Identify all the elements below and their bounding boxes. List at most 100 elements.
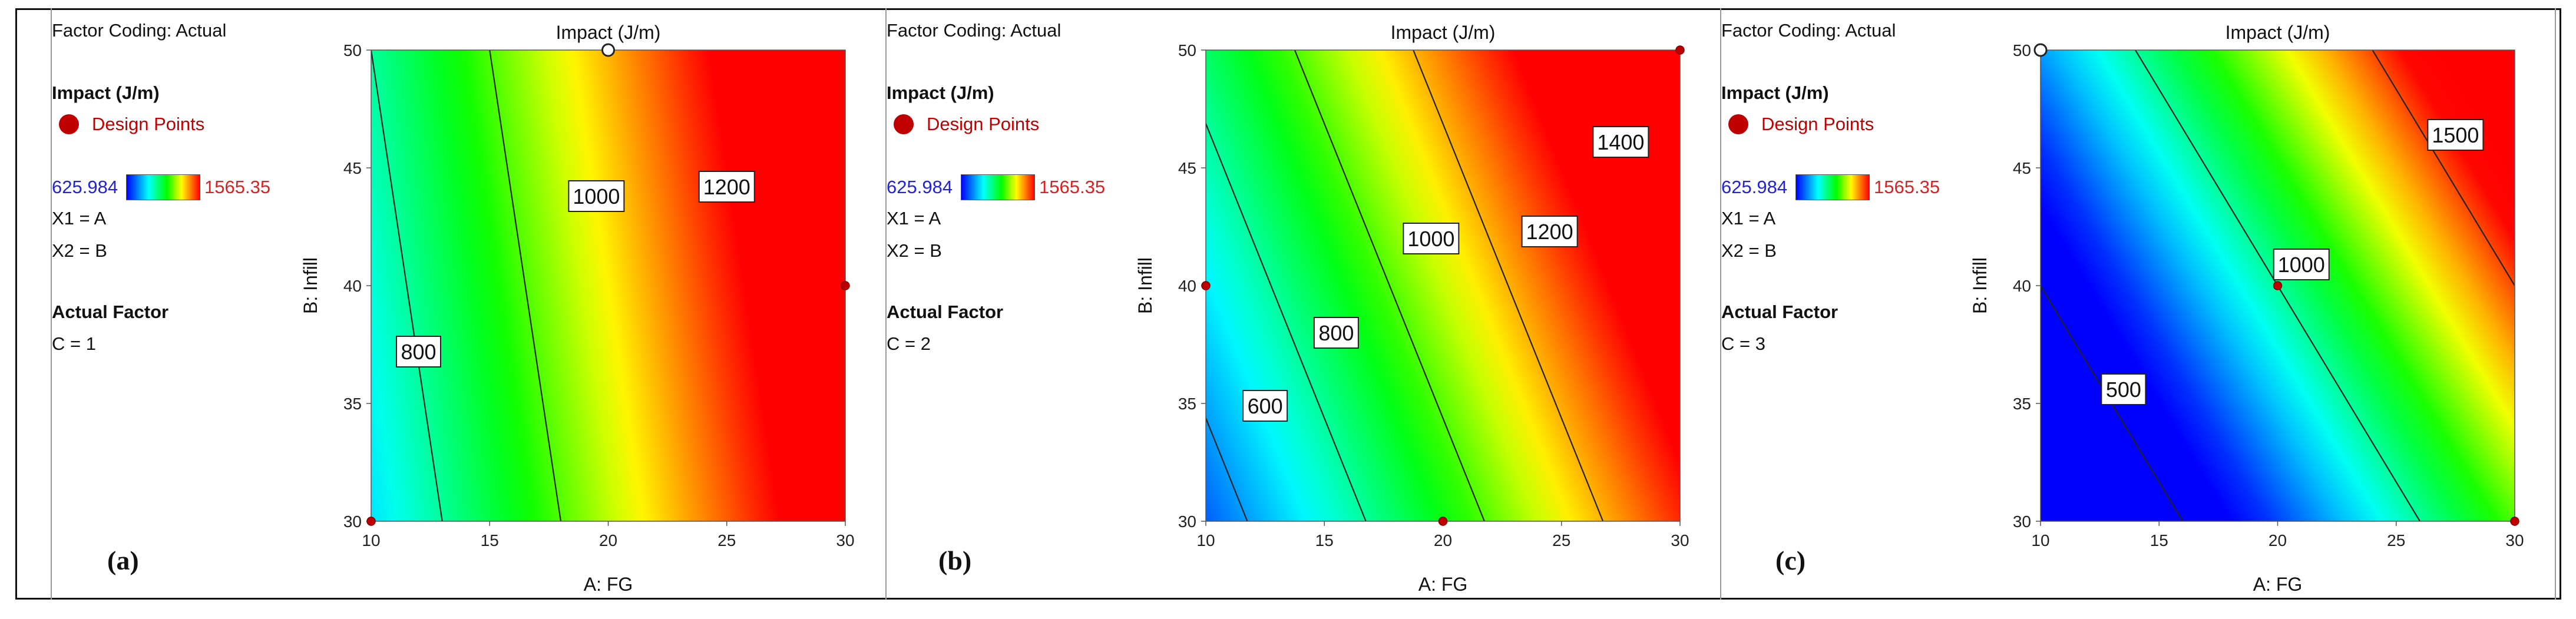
- contour-plot: 500 1000 1500 Impact (J/m) 10 15 20 25 30 30 35 40 4…: [1969, 22, 2524, 595]
- x-tick-label: 25: [2387, 531, 2405, 550]
- factor-coding-label: Factor Coding: Actual: [1721, 20, 1896, 41]
- y-tick-label: 35: [1178, 395, 1196, 413]
- contour-plot: 600 800 1000 1200 1400 Impact (J/m) 10 15 20 25 30…: [939, 22, 1689, 595]
- x2-definition: X2 = B: [1721, 240, 1777, 261]
- actual-factor-title: Actual Factor: [52, 302, 169, 322]
- contour-label: 600: [1242, 390, 1288, 422]
- y-axis-label: B: Infill: [1135, 257, 1156, 314]
- contour-line: [1206, 416, 1248, 521]
- contour-line: [2041, 284, 2184, 521]
- design-points-legend-label: Design Points: [1761, 114, 1874, 134]
- actual-factor-value: C = 1: [52, 333, 96, 354]
- y-tick-label: 50: [2013, 41, 2031, 59]
- panel-label: (c): [1775, 545, 1806, 575]
- contour-line: [2372, 50, 2515, 287]
- svg-text:800: 800: [1318, 321, 1354, 345]
- svg-text:1000: 1000: [573, 184, 620, 208]
- x-tick-label: 25: [1552, 531, 1570, 550]
- contour-label: 1200: [1521, 216, 1578, 247]
- x-tick-label: 20: [2269, 531, 2287, 550]
- design-point-legend-marker: [1728, 114, 1748, 134]
- x-tick-label: 15: [1315, 531, 1334, 550]
- svg-text:600: 600: [1248, 394, 1283, 418]
- actual-factor-value: C = 3: [1721, 333, 1765, 354]
- x-tick-label: 10: [362, 531, 380, 550]
- y-tick-label: 40: [1178, 277, 1196, 295]
- x-tick-label: 10: [1196, 531, 1215, 550]
- design-point-legend-marker: [894, 114, 914, 134]
- color-scale-min: 625.984: [887, 177, 953, 197]
- contour-label: 1200: [698, 171, 755, 203]
- x1-definition: X1 = A: [1721, 208, 1776, 229]
- x-tick-label: 10: [2031, 531, 2049, 550]
- x-tick-label: 20: [599, 531, 617, 550]
- x-axis-label: A: FG: [2253, 574, 2303, 595]
- color-scale-max: 1565.35: [204, 177, 271, 197]
- y-tick-label: 45: [1178, 159, 1196, 177]
- color-scale-max: 1565.35: [1039, 177, 1106, 197]
- y-tick-label: 45: [343, 159, 362, 177]
- factor-coding-label: Factor Coding: Actual: [52, 20, 227, 41]
- svg-text:500: 500: [2106, 378, 2141, 402]
- y-axis-label: B: Infill: [300, 257, 321, 314]
- chart-title: Impact (J/m): [2226, 22, 2330, 43]
- x-tick-label: 25: [717, 531, 736, 550]
- color-scale-bar: [1795, 174, 1870, 200]
- y-tick-label: 35: [2013, 395, 2031, 413]
- panel-divider: [1720, 8, 1721, 600]
- contour-line: [1206, 122, 1367, 521]
- contour-label: 1000: [2273, 249, 2330, 280]
- x-tick-label: 20: [1434, 531, 1452, 550]
- design-point: [366, 517, 376, 526]
- design-point: [1675, 45, 1685, 55]
- svg-text:1000: 1000: [2278, 253, 2325, 277]
- contour-line: [489, 50, 562, 521]
- svg-text:1200: 1200: [1526, 220, 1573, 244]
- svg-text:1400: 1400: [1597, 130, 1644, 154]
- contour-label: 1000: [568, 180, 625, 212]
- contour-label: 1000: [1403, 223, 1460, 254]
- svg-text:1500: 1500: [2432, 123, 2479, 147]
- design-point-legend-marker: [59, 114, 79, 134]
- y-axis-label: B: Infill: [1969, 257, 1990, 314]
- y-tick-label: 40: [2013, 277, 2031, 295]
- panel-divider: [51, 8, 52, 600]
- x-axis-label: A: FG: [584, 574, 633, 595]
- x2-definition: X2 = B: [887, 240, 942, 261]
- contour-line: [939, 50, 1129, 521]
- heatmap-surface: [371, 50, 845, 521]
- x2-definition: X2 = B: [52, 240, 107, 261]
- color-scale-min: 625.984: [1721, 177, 1788, 197]
- x-tick-label: 15: [2150, 531, 2168, 550]
- y-tick-label: 45: [2013, 159, 2031, 177]
- design-point: [1438, 517, 1448, 526]
- panel-label: (b): [938, 545, 972, 575]
- panel-divider: [2555, 8, 2556, 600]
- design-point: [1201, 281, 1211, 290]
- x-tick-label: 30: [836, 531, 854, 550]
- contour-label: 500: [2101, 373, 2147, 405]
- y-tick-label: 35: [343, 395, 362, 413]
- contour-label: 1400: [1592, 126, 1649, 158]
- chart-title: Impact (J/m): [556, 22, 661, 43]
- legend-response-title: Impact (J/m): [887, 82, 994, 103]
- x-tick-label: 15: [481, 531, 499, 550]
- actual-factor-title: Actual Factor: [887, 302, 1004, 322]
- contour-label: 1500: [2427, 119, 2484, 151]
- y-tick-label: 30: [2013, 512, 2031, 531]
- actual-factor-value: C = 2: [887, 333, 931, 354]
- y-tick-label: 50: [343, 41, 362, 59]
- design-point: [2033, 43, 2048, 57]
- design-point: [601, 43, 615, 57]
- legend-response-title: Impact (J/m): [1721, 82, 1829, 103]
- design-points-legend-label: Design Points: [92, 114, 205, 134]
- y-tick-label: 50: [1178, 41, 1196, 59]
- y-tick-label: 30: [343, 512, 362, 531]
- heatmap-surface: [1206, 50, 1680, 521]
- x-axis-label: A: FG: [1418, 574, 1468, 595]
- panel-divider: [885, 8, 887, 600]
- color-scale-bar: [126, 174, 200, 200]
- factor-coding-label: Factor Coding: Actual: [887, 20, 1062, 41]
- contour-plot: 800 1000 1200 Impact (J/m) 10 15 20 25 30 30 35 40 4…: [300, 22, 855, 595]
- design-point: [2510, 517, 2519, 526]
